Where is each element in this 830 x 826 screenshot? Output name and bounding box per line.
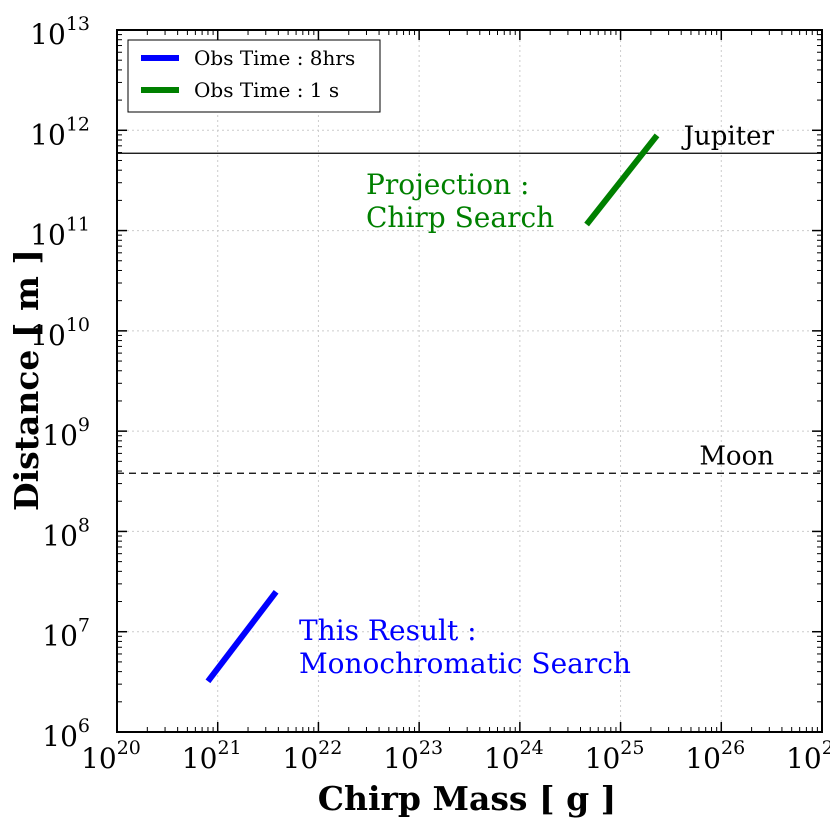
series-lines [205, 133, 660, 684]
x-tick-label: 1021 [182, 737, 242, 775]
x-tick-label: 1024 [484, 737, 544, 775]
projection-annotation-line: Projection : [366, 168, 529, 201]
y-tick-label: 1012 [30, 113, 90, 151]
moon-label: Moon [699, 441, 774, 471]
tick-labels: 1020 1021 1022 1023 1024 1025 1026 1027 106 107 10… [30, 13, 830, 775]
x-tick-label: 1023 [383, 737, 443, 775]
jupiter-label: Jupiter [681, 121, 775, 151]
y-tick-label: 108 [42, 514, 90, 552]
x-tick-label: 1026 [685, 737, 745, 775]
x-tick-label: 1027 [786, 737, 830, 775]
reference-lines: Jupiter Moon [117, 121, 822, 474]
legend-label: Obs Time : 8hrs [194, 46, 355, 70]
y-tick-label: 1013 [30, 13, 90, 51]
series-1s-line [584, 133, 660, 227]
legend-box [127, 39, 381, 113]
y-tick-label: 109 [42, 414, 90, 452]
y-tick-label: 106 [42, 715, 90, 753]
series-8hrs-line [205, 589, 279, 684]
grid [117, 30, 822, 732]
legend: Obs Time : 8hrs Obs Time : 1 s [127, 39, 381, 113]
annotations: This Result :Monochromatic Search Project… [299, 168, 631, 680]
legend-label: Obs Time : 1 s [194, 78, 339, 102]
plot-frame [116, 29, 823, 733]
y-axis-label: Distance [ m ] [7, 249, 46, 511]
y-tick-label: 1011 [30, 214, 90, 252]
x-axis-label: Chirp Mass [ g ] [318, 779, 617, 818]
this-result-annotation-line: This Result : [299, 614, 477, 647]
x-tick-label: 1020 [81, 737, 141, 775]
this-result-annotation-line: Monochromatic Search [299, 647, 631, 680]
projection-annotation-line: Chirp Search [366, 201, 554, 234]
x-tick-label: 1025 [585, 737, 645, 775]
x-tick-label: 1022 [283, 737, 343, 775]
y-tick-label: 1010 [30, 314, 90, 352]
y-tick-label: 107 [42, 615, 90, 653]
